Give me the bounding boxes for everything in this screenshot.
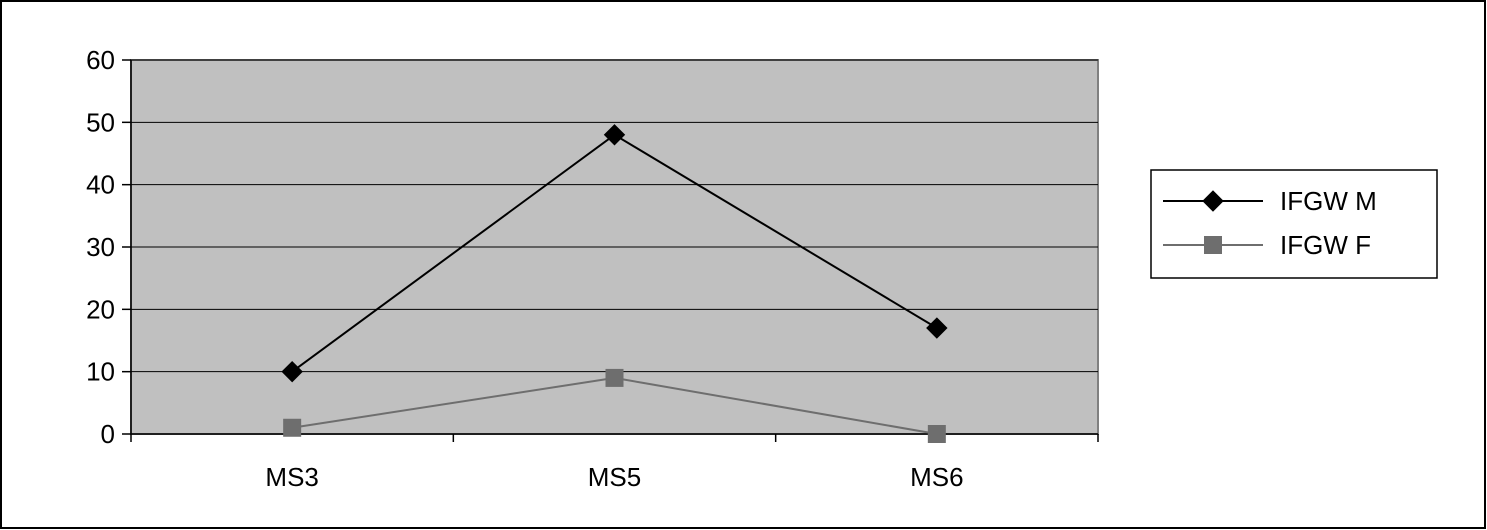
legend-box <box>1150 169 1438 279</box>
x-tick-label-ms3: MS3 <box>265 462 318 492</box>
y-tick-label-30: 30 <box>86 232 115 262</box>
axes: 0 10 20 30 40 50 60 MS3 MS5 MS6 <box>86 45 1099 492</box>
data-point-ifgw-m-ms3 <box>281 360 303 383</box>
series-ifgw-f <box>283 368 946 443</box>
data-point-ifgw-f-ms5 <box>605 368 624 387</box>
legend: IFGW M IFGW F <box>1150 169 1438 279</box>
series-ifgw-m <box>281 124 948 383</box>
x-tick-label-ms5: MS5 <box>588 462 641 492</box>
data-point-ifgw-f-ms6 <box>927 425 946 443</box>
y-tick-label-40: 40 <box>86 170 115 200</box>
data-point-ifgw-f-ms3 <box>283 418 302 437</box>
y-tick-label-10: 10 <box>86 357 115 387</box>
y-tick-label-60: 60 <box>86 45 115 75</box>
series-lines <box>281 124 948 443</box>
x-tick-label-ms6: MS6 <box>910 462 963 492</box>
y-tick-label-50: 50 <box>86 107 115 137</box>
legend-marker-ifgw-m <box>1202 190 1224 212</box>
legend-label-ifgw-m: IFGW M <box>1280 186 1377 216</box>
data-point-ifgw-m-ms5 <box>603 124 626 146</box>
legend-label-ifgw-f: IFGW F <box>1280 230 1371 260</box>
y-tick-label-20: 20 <box>86 294 115 324</box>
y-tick-label-0: 0 <box>101 419 115 449</box>
data-point-ifgw-m-ms6 <box>926 317 948 339</box>
legend-marker-ifgw-f <box>1204 236 1222 254</box>
